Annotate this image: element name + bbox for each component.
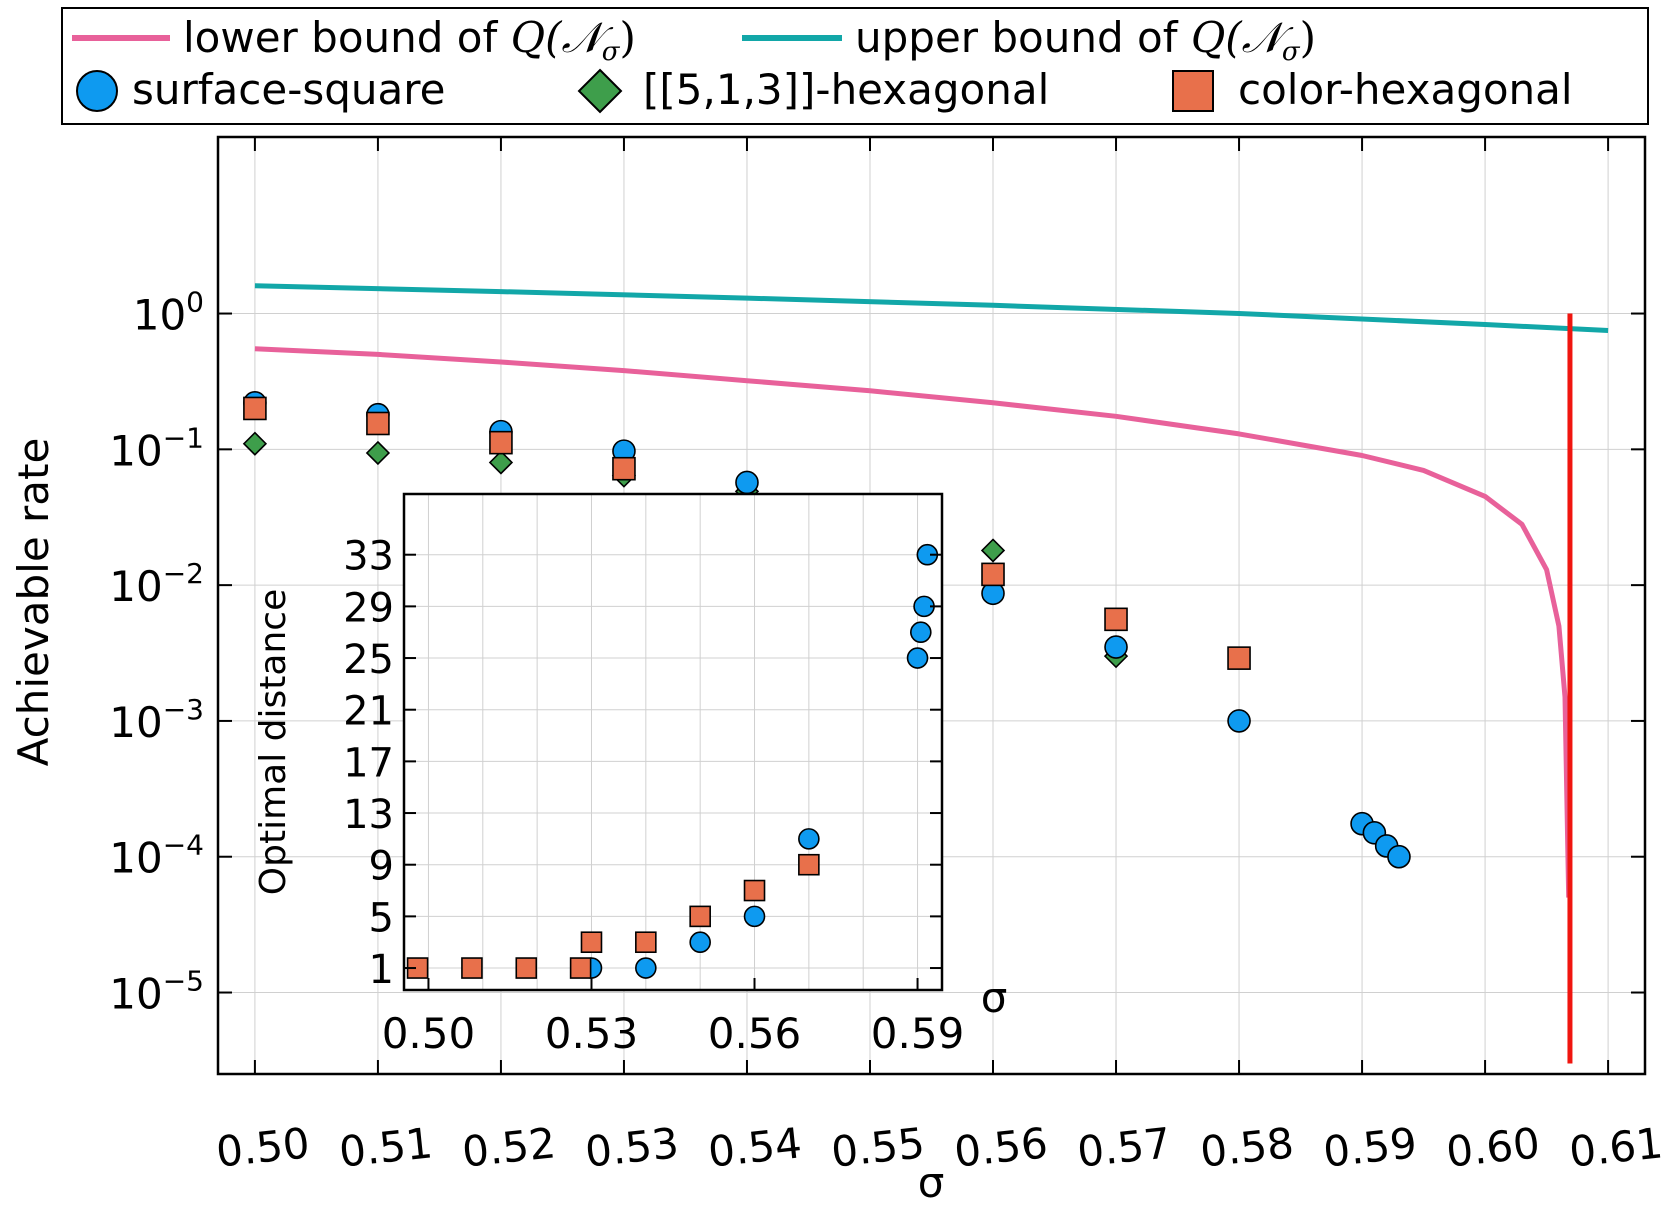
point-hex513 <box>365 440 391 466</box>
main-x-tick-label: 0.60 <box>1444 1118 1542 1177</box>
inset-point-surface <box>910 621 932 644</box>
inset-y-tick-label: 21 <box>343 689 394 735</box>
inset-x-axis-label: σ <box>981 973 1008 1022</box>
main-x-tick-label: 0.55 <box>829 1118 927 1177</box>
main-x-axis-label: σ <box>918 1158 945 1207</box>
main-y-axis-label: Achievable rate <box>9 438 58 767</box>
inset-y-tick-labels: 1 5 9 13 17 21 25 29 33 <box>343 534 394 993</box>
legend-label-color: color-hexagonal <box>1238 65 1573 114</box>
legend-marker-color <box>1172 70 1214 112</box>
point-surface <box>1387 844 1411 869</box>
point-hex513 <box>242 431 268 456</box>
inset-y-tick-label: 13 <box>343 792 394 838</box>
point-surface <box>1104 635 1128 659</box>
main-lines <box>254 283 1609 1064</box>
inset-point-color <box>580 931 603 954</box>
inset-point-color <box>569 957 592 979</box>
main-y-tick-label: 10−1 <box>109 421 204 475</box>
point-color <box>1104 607 1128 632</box>
main-x-tick-label: 0.58 <box>1198 1118 1296 1177</box>
main-x-tick-labels: 0.50 0.51 0.52 0.53 0.54 0.55 0.56 0.57 0.58 0.59… <box>214 1118 1661 1177</box>
legend-box <box>61 7 1649 125</box>
inset-x-tick-label: 0.59 <box>871 1009 965 1058</box>
inset-grid <box>404 494 942 990</box>
legend-label-upper: upper bound of Q(𝒩σ) <box>855 13 1316 67</box>
point-hex513 <box>980 538 1006 563</box>
inset-ticks <box>404 553 942 990</box>
legend: lower bound of Q(𝒩σ) upper bound of Q(𝒩σ… <box>61 7 1649 125</box>
inset-point-color <box>743 879 766 902</box>
legend-label-lower: lower bound of Q(𝒩σ) <box>183 13 636 67</box>
legend-label-hex513: [[5,1,3]]-hexagonal <box>643 65 1049 114</box>
inset-marks <box>406 543 939 979</box>
main-y-tick-labels: 100 10−1 10−2 10−3 10−4 10−5 <box>109 286 204 1019</box>
inset-point-color <box>461 957 483 979</box>
main-x-tick-label: 0.50 <box>214 1118 312 1177</box>
inset-point-color <box>515 957 538 979</box>
main-x-tick-label: 0.51 <box>337 1118 435 1177</box>
main-y-tick-label: 10−2 <box>109 557 204 611</box>
main-x-tick-label: 0.61 <box>1567 1118 1661 1177</box>
inset-y-tick-label: 1 <box>369 947 394 993</box>
point-color <box>366 411 390 436</box>
inset-point-surface <box>635 957 657 979</box>
inset-y-tick-label: 33 <box>343 534 394 580</box>
legend-marker-hex513 <box>577 68 623 114</box>
main-y-tick-label: 100 <box>133 286 204 340</box>
inset-point-surface <box>743 905 766 928</box>
inset-y-tick-label: 29 <box>343 585 394 631</box>
point-color <box>981 562 1005 587</box>
main-x-tick-label: 0.56 <box>952 1118 1050 1177</box>
inset-y-tick-label: 9 <box>369 844 394 890</box>
point-color <box>1227 646 1251 670</box>
line-lower <box>254 346 1572 898</box>
inset-x-tick-labels: 0.50 0.53 0.56 0.59 <box>382 1009 965 1058</box>
inset-point-color <box>635 931 657 954</box>
inset-y-tick-label: 25 <box>343 637 394 683</box>
inset-point-surface <box>689 931 711 954</box>
point-surface <box>1227 709 1251 733</box>
inset-point-surface <box>798 828 820 850</box>
main-x-tick-label: 0.57 <box>1075 1118 1173 1177</box>
inset-x-tick-label: 0.56 <box>708 1009 802 1058</box>
point-hex513 <box>488 450 514 475</box>
main-ticks <box>218 137 1645 1074</box>
main-y-tick-label: 10−4 <box>109 829 204 883</box>
main-x-tick-label: 0.54 <box>706 1118 804 1177</box>
inset-y-tick-label: 5 <box>369 895 394 941</box>
inset-y-axis-label: Optimal distance <box>253 589 294 895</box>
inset-background <box>404 494 942 990</box>
main-frame <box>216 135 1647 1076</box>
point-surface <box>735 470 759 495</box>
point-color <box>243 396 267 421</box>
main-y-tick-label: 10−5 <box>109 965 204 1019</box>
line-upper <box>254 283 1609 333</box>
point-color <box>612 456 636 481</box>
main-x-tick-label: 0.52 <box>460 1118 558 1177</box>
main-y-tick-label: 10−3 <box>109 693 204 747</box>
inset-point-color <box>798 853 820 876</box>
inset-x-tick-label: 0.53 <box>545 1009 639 1058</box>
inset-point-color <box>689 905 711 928</box>
inset-frame <box>402 492 944 992</box>
inset-plot: 0.50 0.53 0.56 0.59 1 5 9 13 17 21 25 29 33 σ Optim… <box>253 492 1008 1058</box>
point-color <box>489 430 513 455</box>
main-x-tick-label: 0.53 <box>583 1118 681 1177</box>
inset-y-tick-label: 17 <box>343 740 394 786</box>
inset-x-tick-label: 0.50 <box>382 1009 476 1058</box>
legend-marker-surface <box>76 70 118 112</box>
inset-point-surface <box>906 647 929 669</box>
legend-label-surface: surface-square <box>132 65 445 114</box>
main-x-tick-label: 0.59 <box>1321 1118 1419 1177</box>
